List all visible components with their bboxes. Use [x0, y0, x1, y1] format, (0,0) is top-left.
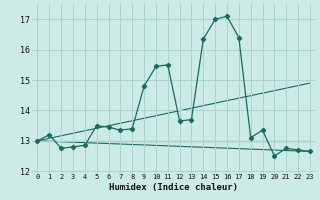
X-axis label: Humidex (Indice chaleur): Humidex (Indice chaleur) — [109, 183, 238, 192]
